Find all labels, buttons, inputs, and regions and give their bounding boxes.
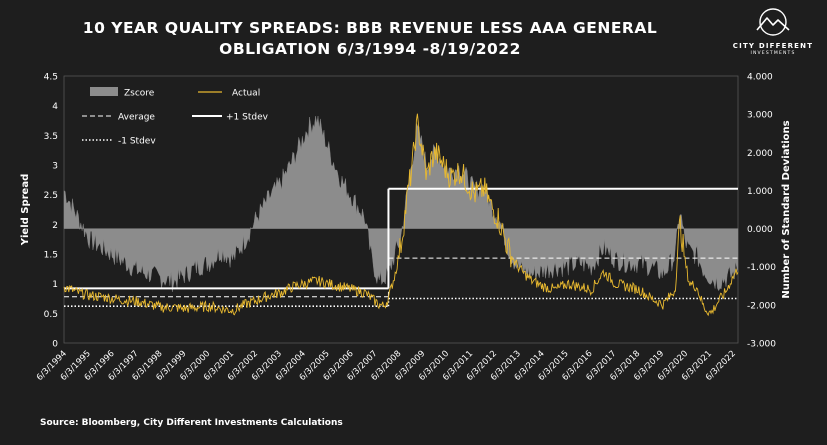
y2-tick-label: 3.000 bbox=[747, 111, 773, 121]
y2-tick-label: 2.000 bbox=[747, 149, 773, 159]
legend-label: +1 Stdev bbox=[226, 113, 269, 123]
source-note: Source: Bloomberg, City Different Invest… bbox=[40, 418, 343, 428]
y-tick-label: 4.5 bbox=[44, 73, 58, 83]
y2-tick-label: -2.000 bbox=[747, 301, 776, 311]
y2-tick-label: 0.000 bbox=[747, 225, 773, 235]
y-tick-label: 3 bbox=[52, 162, 58, 172]
plot-frame bbox=[63, 75, 739, 344]
legend-label: Actual bbox=[232, 89, 260, 99]
y2-tick-label: -1.000 bbox=[747, 263, 776, 273]
y2-tick-label: -3.000 bbox=[747, 340, 776, 350]
y2-tick-label: 1.000 bbox=[747, 187, 773, 197]
y-tick-label: 0 bbox=[52, 340, 58, 350]
legend-label: -1 Stdev bbox=[118, 137, 156, 147]
y-tick-label: 2 bbox=[52, 221, 58, 231]
zscore-area bbox=[63, 115, 739, 293]
chart-title: 10 YEAR QUALITY SPREADS: BBB REVENUE LES… bbox=[82, 19, 658, 58]
legend-swatch-zscore bbox=[90, 87, 118, 96]
y-tick-label: 2.5 bbox=[44, 191, 58, 201]
mountain-logo-icon bbox=[756, 8, 790, 36]
y-tick-label: 4 bbox=[52, 102, 58, 112]
logo-name: CITY DIFFERENT bbox=[732, 42, 814, 50]
legend-label: Average bbox=[118, 113, 155, 123]
y2-tick-label: 4.000 bbox=[747, 73, 773, 83]
legend-label: Zscore bbox=[124, 89, 155, 99]
y-tick-label: 0.5 bbox=[44, 310, 58, 320]
y-tick-label: 1.5 bbox=[44, 251, 58, 261]
company-logo: CITY DIFFERENT INVESTMENTS bbox=[728, 8, 818, 68]
y-tick-label: 3.5 bbox=[44, 132, 58, 142]
y-tick-label: 1 bbox=[52, 280, 58, 290]
actual-line bbox=[63, 113, 739, 317]
logo-sub: INVESTMENTS bbox=[750, 51, 796, 56]
y-axis-title: Yield Spread bbox=[20, 174, 31, 247]
y2-axis-title: Number of Standard Deviations bbox=[781, 120, 792, 298]
